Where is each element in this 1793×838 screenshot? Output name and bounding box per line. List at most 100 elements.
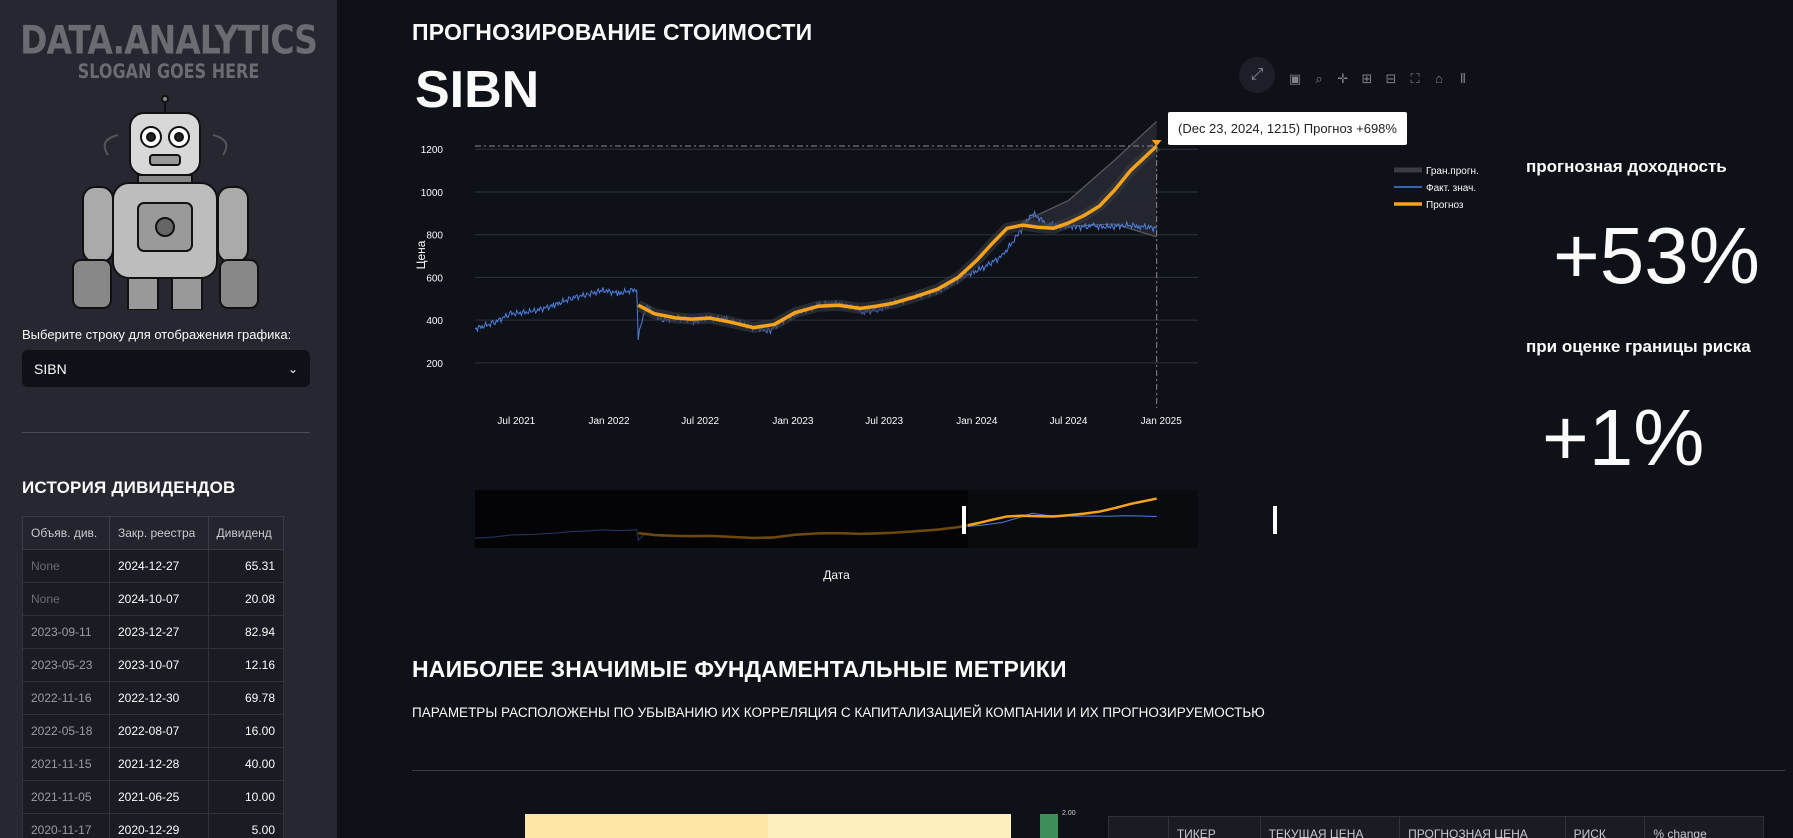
select-label: Выберите строку для отображения графика: [22,327,292,342]
ticker-title: SIBN [415,61,540,119]
zoom-in-icon[interactable]: ⊞ [1361,71,1373,86]
announce-date-cell: 2021-11-15 [22,747,110,781]
table-row: 2020-11-17 2020-12-29 5.00 [22,813,285,838]
y-tick-label: 600 [426,273,443,284]
heatmap-colorbar [1040,814,1058,838]
risk-bound-value: +1% [1542,393,1705,482]
table-row: 2021-11-05 2021-06-25 10.00 [22,780,285,814]
sidebar: DATA.ANALYTICS SLOGAN GOES HERE Выбери [0,0,337,838]
x-tick-label: Jan 2023 [772,416,814,427]
column-header-dividend[interactable]: Дивиденд [207,516,285,550]
record-date-cell: 2020-12-29 [108,813,209,838]
colorbar-tick: 2.00 [1062,810,1076,817]
pan-icon[interactable]: ✛ [1337,71,1349,86]
chart-legend: Гран.прогн. Факт. знач. Прогноз [1394,166,1479,211]
forecast-yield-label: прогнозная доходность [1526,157,1727,176]
logo-title: DATA.ANALYTICS [20,16,318,63]
chart-plot-area [474,120,1162,408]
column-header-change[interactable]: % change [1653,827,1707,838]
zoom-out-icon[interactable]: ⊟ [1385,71,1397,86]
column-header-current-price[interactable]: ТЕКУЩАЯ ЦЕНА [1261,817,1401,838]
chevron-down-icon: ⌄ [287,361,298,376]
record-date-cell: 2024-12-27 [108,549,209,583]
risk-bound-label: при оценке границы риска [1526,337,1751,356]
announce-date-cell: 2023-05-23 [22,648,110,682]
column-header-index[interactable] [1109,817,1169,838]
range-mask-left [475,490,968,548]
record-date-cell: 2023-10-07 [108,648,209,682]
page-title: ПРОГНОЗИРОВАНИЕ СТОИМОСТИ [412,19,813,45]
plotly-logo-icon[interactable]: Ⅱ [1459,71,1467,86]
dividends-header-row: Объяв. див. Закр. реестра Дивиденд [22,516,285,550]
column-header-risk[interactable]: РИСК [1566,817,1646,838]
y-tick-label: 1200 [421,145,444,156]
record-date-cell: 2023-12-27 [108,615,209,649]
dividend-cell: 20.08 [207,582,285,616]
robot-illustration [72,95,259,310]
table-row: 2023-09-11 2023-12-27 82.94 [22,615,285,649]
ticker-select-value: SIBN [34,360,67,377]
autoscale-icon[interactable]: ⛶ [1410,71,1420,86]
table-row: None 2024-12-27 65.31 [22,549,285,583]
forecast-upper-bound-line [1022,120,1158,223]
x-tick-label: Jul 2024 [1050,416,1088,427]
x-tick-label: Jan 2024 [956,416,998,427]
legend-item-label: Прогноз [1426,200,1464,211]
forecast-summary-table: ТИКЕР ТЕКУЩАЯ ЦЕНА ПРОГНОЗНАЯ ЦЕНА РИСК … [1108,816,1764,838]
y-tick-label: 800 [426,231,443,242]
record-date-cell: 2022-08-07 [108,714,209,748]
metrics-heatmap[interactable] [525,814,1011,838]
record-date-cell: 2021-06-25 [108,780,209,814]
x-axis-ticks: Jul 2021 Jan 2022 Jul 2022 Jan 2023 Jul 2023… [497,416,1182,427]
dividend-cell: 40.00 [207,747,285,781]
forecast-series-line [637,144,1158,330]
record-date-cell: 2024-10-07 [108,582,209,616]
dividend-cell: 16.00 [207,714,285,748]
x-tick-label: Jul 2021 [497,416,535,427]
column-header-ticker[interactable]: ТИКЕР [1169,817,1261,838]
dividend-cell: 12.16 [207,648,285,682]
record-date-cell: 2021-12-28 [108,747,209,781]
record-date-cell: 2022-12-30 [108,681,209,715]
column-header-announce[interactable]: Объяв. див. [22,516,110,550]
legend-item-label: Гран.прогн. [1426,166,1479,177]
dividends-title: ИСТОРИЯ ДИВИДЕНДОВ [22,478,236,497]
announce-date-cell: 2022-11-16 [22,681,110,715]
metrics-section-title: НАИБОЛЕЕ ЗНАЧИМЫЕ ФУНДАМЕНТАЛЬНЫЕ МЕТРИК… [412,656,1067,682]
x-axis-label: Дата [823,568,850,582]
dividend-cell: 5.00 [207,813,285,838]
forecast-yield-value: +53% [1553,211,1760,300]
range-handle-left[interactable] [962,506,966,534]
zoom-icon[interactable]: ⌕ [1315,71,1323,86]
announce-date-cell: 2020-11-17 [22,813,110,838]
announce-date-cell: None [22,582,110,616]
ticker-select[interactable]: SIBN ⌄ [22,350,310,387]
announce-date-cell: 2023-09-11 [22,615,110,649]
y-axis-label: Цена [414,240,428,269]
column-header-record-date[interactable]: Закр. реестра [108,516,209,550]
x-tick-label: Jan 2025 [1141,416,1183,427]
announce-date-cell: None [22,549,110,583]
range-slider [474,490,1277,548]
fullscreen-button[interactable]: ⤢ [1239,57,1275,93]
camera-icon[interactable]: ▣ [1288,71,1302,86]
column-header-forecast-price[interactable]: ПРОГНОЗНАЯ ЦЕНА [1400,817,1566,838]
logo-slogan: SLOGAN GOES HERE [77,60,260,83]
dividend-cell: 69.78 [207,681,285,715]
x-tick-label: Jan 2022 [588,416,630,427]
section-divider [412,770,1785,771]
chart-grid [475,148,1198,364]
hover-tooltip: (Dec 23, 2024, 1215) Прогноз +698% [1168,112,1407,145]
dividend-cell: 82.94 [207,615,285,649]
y-tick-label: 1000 [421,188,444,199]
dividends-table: Объяв. див. Закр. реестра Дивиденд None 2… [22,516,285,838]
y-tick-label: 400 [426,316,443,327]
announce-date-cell: 2021-11-05 [22,780,110,814]
table-row: 2022-05-18 2022-08-07 16.00 [22,714,285,748]
sidebar-divider [22,432,310,433]
table-row: 2022-11-16 2022-12-30 69.78 [22,681,285,715]
home-icon[interactable]: ⌂ [1435,71,1443,86]
range-handle-right[interactable] [1273,506,1277,534]
announce-date-cell: 2022-05-18 [22,714,110,748]
